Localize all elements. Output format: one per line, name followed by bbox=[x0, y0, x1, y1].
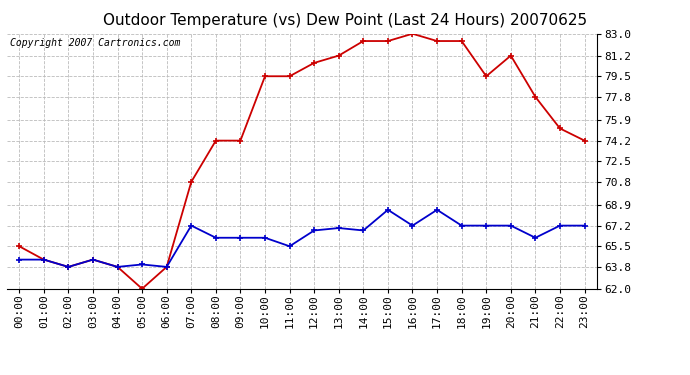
Text: Copyright 2007 Cartronics.com: Copyright 2007 Cartronics.com bbox=[10, 38, 180, 48]
Text: Outdoor Temperature (vs) Dew Point (Last 24 Hours) 20070625: Outdoor Temperature (vs) Dew Point (Last… bbox=[103, 13, 587, 28]
